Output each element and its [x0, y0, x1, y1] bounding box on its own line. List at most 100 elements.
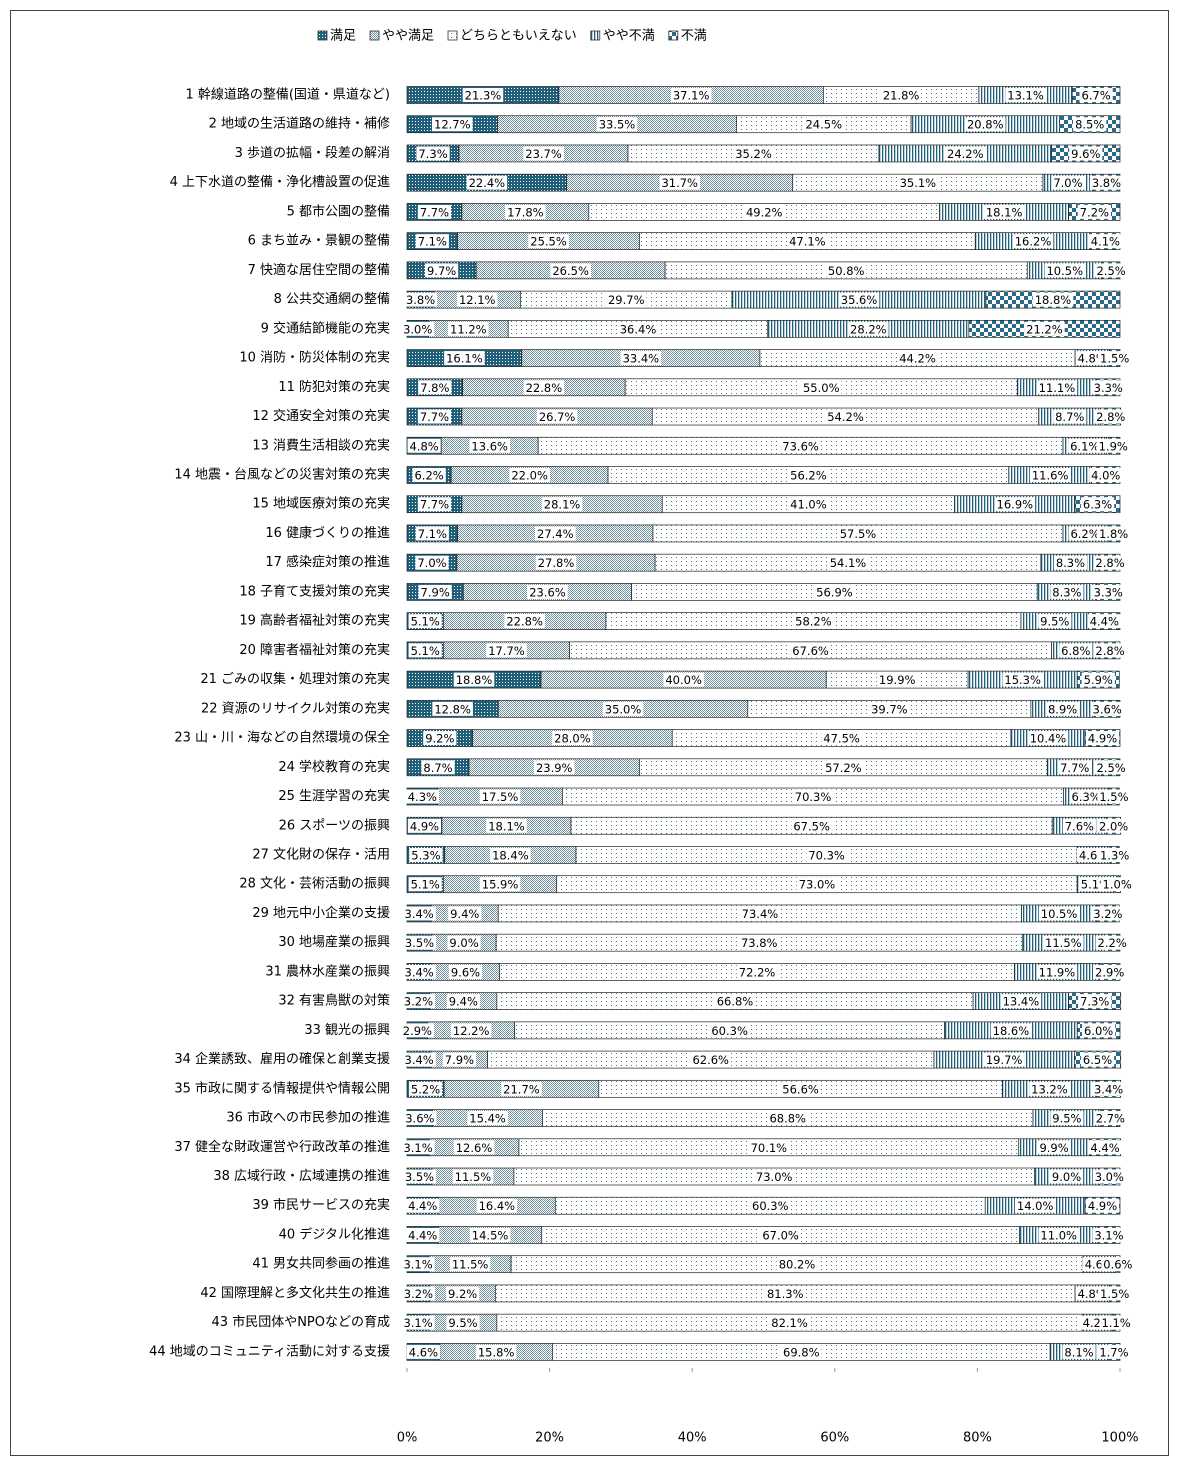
value-label: 21.8%: [883, 89, 920, 103]
value-label-bg: [776, 1257, 818, 1272]
value-label: 1.3%: [1100, 848, 1129, 862]
value-label: 12.1%: [459, 293, 496, 307]
value-label: 57.2%: [825, 761, 862, 775]
legend-swatch: [590, 30, 601, 41]
value-label: 2.0%: [1099, 819, 1128, 833]
value-label-bg: [760, 1227, 801, 1242]
value-label-bg: [983, 204, 1025, 219]
value-label: 2.5%: [1096, 264, 1125, 278]
value-label: 6.2%: [1070, 527, 1099, 541]
category-label: 41 男女共同参画の推進: [252, 1256, 390, 1272]
value-label-bg: [417, 497, 452, 512]
value-label-bg: [401, 994, 436, 1009]
value-label: 11.1%: [1039, 381, 1076, 395]
value-label-bg: [401, 1257, 435, 1272]
value-label-bg: [408, 1081, 443, 1096]
value-label-bg: [793, 614, 834, 629]
value-label: 36.4%: [620, 322, 657, 336]
value-label: 81.3%: [767, 1287, 804, 1301]
value-label: 1.8%: [1099, 527, 1128, 541]
category-label: 36 市政への市民参加の推進: [226, 1110, 390, 1126]
value-label: 11.5%: [455, 1170, 492, 1184]
value-label: 1.7%: [1099, 1345, 1128, 1359]
legend-swatch: [317, 30, 328, 41]
value-label-bg: [1094, 760, 1128, 775]
value-label-bg: [523, 146, 564, 161]
value-label-bg: [406, 1227, 440, 1242]
value-label-bg: [1099, 1315, 1133, 1330]
value-label: 33.4%: [623, 352, 660, 366]
value-label: 2.8%: [1096, 410, 1125, 424]
value-label: 56.6%: [782, 1082, 819, 1096]
value-label-bg: [1078, 994, 1112, 1009]
value-label-bg: [670, 88, 712, 102]
category-label: 11 防犯対策の充実: [278, 379, 390, 395]
value-label: 2.5%: [1096, 761, 1125, 775]
value-label-bg: [690, 1052, 732, 1067]
value-label-bg: [533, 760, 575, 775]
value-label-bg: [408, 877, 442, 892]
category-label: 34 企業誘致、雇用の確保と創業支援: [174, 1051, 390, 1067]
value-label: 13.6%: [471, 439, 508, 453]
value-label-bg: [486, 818, 527, 833]
value-label-bg: [1029, 467, 1071, 482]
x-tick-label: 60%: [820, 1431, 849, 1446]
value-label-bg: [406, 1198, 440, 1213]
value-label-bg: [596, 117, 638, 132]
value-label-bg: [663, 672, 704, 687]
value-label-bg: [479, 789, 521, 804]
value-label-bg: [452, 1169, 494, 1184]
value-label: 70.3%: [808, 848, 845, 862]
category-label: 42 国際理解と多文化共生の推進: [200, 1285, 390, 1301]
value-label: 16.9%: [997, 498, 1034, 512]
value-label-bg: [479, 877, 521, 892]
value-label: 70.1%: [751, 1141, 788, 1155]
value-label-bg: [409, 847, 443, 862]
value-label-bg: [417, 204, 452, 219]
value-label-bg: [423, 731, 457, 746]
value-label-bg: [602, 701, 644, 716]
value-label: 1.1%: [1101, 1316, 1130, 1330]
value-label-bg: [1002, 672, 1043, 687]
value-label: 7.0%: [417, 556, 446, 570]
value-label: 80.2%: [779, 1258, 816, 1272]
value-label: 6.1%: [1070, 439, 1099, 453]
value-label-bg: [446, 1286, 480, 1301]
value-label-bg: [446, 1315, 480, 1330]
value-label-bg: [407, 438, 441, 453]
value-label-bg: [1093, 643, 1127, 658]
value-label-bg: [1059, 643, 1093, 658]
value-label-bg: [1080, 497, 1115, 512]
value-label: 35.1%: [900, 176, 937, 190]
value-label-bg: [1087, 614, 1121, 629]
value-label: 5.1%: [411, 878, 440, 892]
value-label: 21.7%: [503, 1082, 540, 1096]
value-label: 62.6%: [692, 1053, 729, 1067]
value-label-bg: [1053, 555, 1088, 570]
value-label-bg: [403, 292, 438, 307]
value-label: 3.1%: [1094, 1228, 1123, 1242]
value-label-bg: [403, 1111, 437, 1126]
value-label-bg: [1079, 88, 1113, 102]
value-label: 3.4%: [405, 907, 434, 921]
value-label: 14.0%: [1017, 1199, 1054, 1213]
value-label-bg: [736, 964, 778, 979]
value-label-bg: [402, 964, 436, 979]
value-label-bg: [1096, 818, 1131, 833]
value-label: 8.3%: [1052, 585, 1081, 599]
value-label-bg: [1050, 584, 1084, 599]
value-label-bg: [444, 351, 485, 366]
category-label: 33 観光の振興: [304, 1023, 390, 1038]
value-label-bg: [541, 497, 583, 512]
value-label: 41.0%: [790, 498, 827, 512]
value-label-bg: [406, 1344, 441, 1359]
value-label: 18.4%: [492, 848, 529, 862]
value-label-bg: [421, 760, 455, 775]
value-label: 17.5%: [482, 790, 519, 804]
value-label-bg: [408, 643, 442, 658]
value-label: 70.3%: [795, 790, 832, 804]
value-label-bg: [1050, 1111, 1084, 1126]
value-label: 2.2%: [1098, 936, 1127, 950]
value-label: 8.3%: [1056, 556, 1085, 570]
value-label-bg: [449, 1257, 491, 1272]
